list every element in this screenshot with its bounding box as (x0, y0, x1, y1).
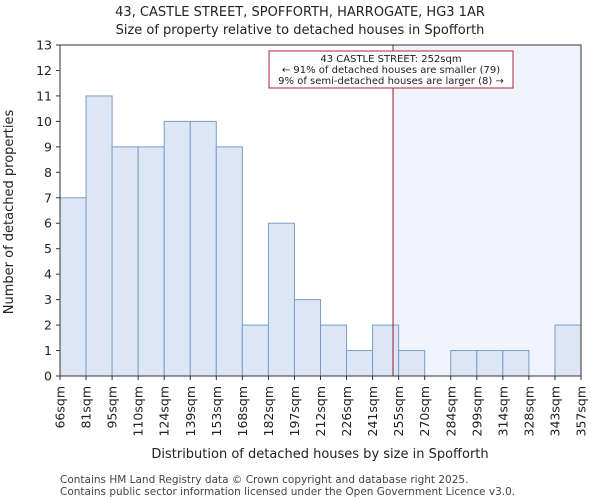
x-tick-label: 182sqm (261, 386, 276, 436)
x-axis-label: Distribution of detached houses by size … (151, 447, 488, 462)
y-tick-label: 9 (44, 139, 52, 154)
y-tick-label: 4 (44, 267, 52, 282)
x-tick-label: 328sqm (521, 386, 536, 436)
y-axis-label: Number of detached properties (2, 110, 17, 315)
bar (372, 324, 400, 377)
highlight-region (393, 45, 581, 376)
x-tick-label: 241sqm (365, 386, 380, 436)
bar (320, 324, 348, 377)
x-tick-label: 139sqm (183, 386, 198, 436)
bar (85, 95, 113, 377)
chart-subtitle: Size of property relative to detached ho… (116, 23, 485, 38)
x-tick-label: 357sqm (574, 386, 589, 436)
y-tick-label: 8 (44, 165, 52, 180)
x-tick-label: 110sqm (131, 386, 146, 436)
bar (476, 350, 504, 377)
annotation-box (268, 50, 514, 89)
y-tick-label: 13 (36, 38, 52, 53)
annotation-line2: ← 91% of detached houses are smaller (79… (282, 65, 500, 76)
y-tick-label: 1 (44, 343, 52, 358)
y-tick-label: 0 (44, 369, 52, 384)
x-tick-label: 81sqm (79, 386, 94, 429)
x-tick-label: 270sqm (417, 386, 432, 436)
x-tick-label: 124sqm (157, 386, 172, 436)
y-tick-label: 5 (44, 241, 52, 256)
footer-line-1: Contains HM Land Registry data © Crown c… (60, 474, 468, 486)
annotation-line1: 43 CASTLE STREET: 252sqm (320, 54, 461, 65)
y-tick-label: 7 (44, 190, 52, 205)
x-tick-label: 153sqm (209, 386, 224, 436)
annotation-line3: 9% of semi-detached houses are larger (8… (278, 76, 504, 87)
y-tick-label: 6 (44, 216, 52, 231)
bar (267, 222, 295, 377)
x-tick-label: 314sqm (495, 386, 510, 436)
bar (346, 350, 374, 377)
x-tick-label: 343sqm (547, 386, 562, 436)
bar (137, 146, 165, 377)
y-tick-label: 12 (36, 63, 52, 78)
x-tick-label: 66sqm (53, 386, 68, 429)
bar (293, 299, 322, 377)
bar (59, 197, 87, 377)
chart-title: 43, CASTLE STREET, SPOFFORTH, HARROGATE,… (115, 5, 485, 20)
bar (111, 146, 139, 377)
y-tick-label: 2 (44, 318, 52, 333)
y-tick-label: 10 (36, 114, 52, 129)
x-tick-label: 255sqm (391, 386, 406, 436)
x-tick-label: 168sqm (235, 386, 250, 436)
x-tick-label: 197sqm (287, 386, 302, 436)
bar (398, 350, 426, 377)
x-tick-label: 284sqm (443, 386, 458, 436)
bar (450, 350, 478, 377)
x-tick-label: 212sqm (313, 386, 328, 436)
bar (163, 120, 191, 377)
bar (502, 350, 530, 377)
x-tick-label: 226sqm (339, 386, 354, 436)
bar (554, 324, 582, 377)
y-tick-label: 11 (36, 88, 52, 103)
bar (189, 120, 217, 377)
footer-line-2: Contains public sector information licen… (60, 486, 515, 498)
bar (215, 146, 243, 377)
y-tick-label: 3 (44, 292, 52, 307)
x-tick-label: 95sqm (105, 386, 120, 429)
bar (241, 324, 269, 377)
x-tick-label: 299sqm (469, 386, 484, 436)
